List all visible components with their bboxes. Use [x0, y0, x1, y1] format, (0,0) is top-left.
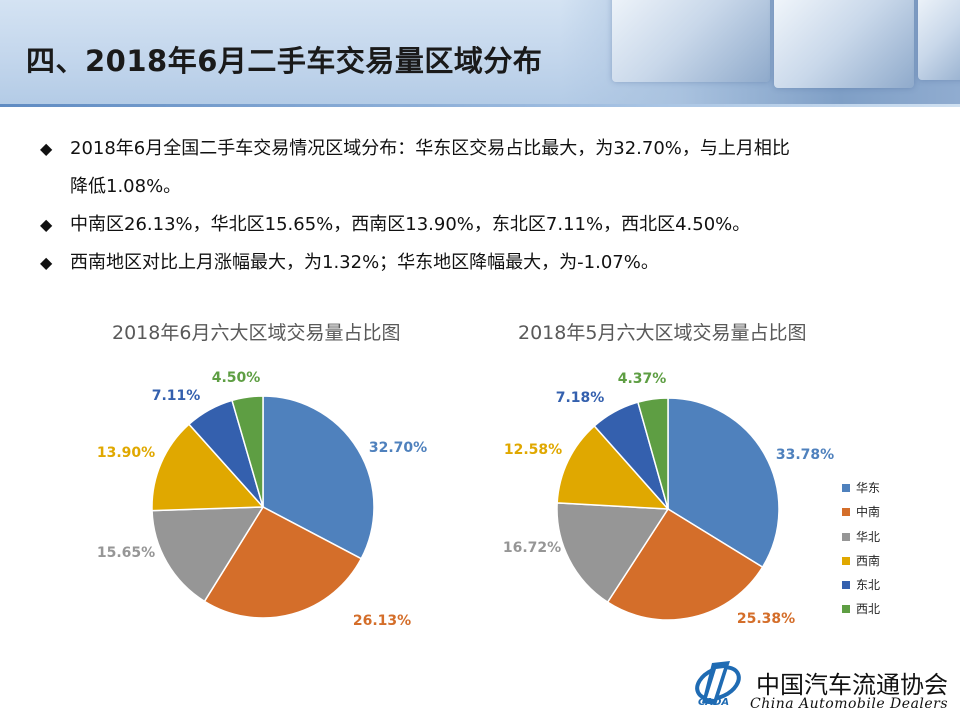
legend-item: 华东 [842, 476, 880, 500]
pie-data-label-may-1: 25.38% [737, 611, 795, 627]
pie-data-label-may-3: 12.58% [504, 442, 562, 458]
legend-label: 西南 [856, 553, 881, 568]
chart-legend: 华东中南华北西南东北西北 [842, 476, 880, 622]
legend-label: 华北 [856, 529, 881, 544]
header-cube-decoration [918, 0, 960, 80]
pie-data-label-june-0: 32.70% [369, 440, 427, 456]
pie-slice-may-0 [667, 397, 780, 569]
pie-slice-may-5 [636, 397, 669, 510]
legend-item: 西北 [842, 597, 880, 621]
pie-data-label-june-5: 4.50% [212, 370, 261, 386]
legend-swatch [842, 508, 850, 517]
legend-swatch [842, 556, 850, 565]
pie-data-label-may-4: 7.18% [556, 390, 605, 406]
chart-title-june: 2018年6月六大区域交易量占比图 [112, 322, 401, 344]
legend-label: 西北 [856, 602, 881, 617]
cada-logo-text: CADA [698, 697, 730, 708]
diamond-bullet-icon: ◆ [40, 215, 53, 234]
org-name-chinese: 中国汽车流通协会 [756, 671, 948, 699]
legend-label: 华东 [856, 481, 881, 495]
bullet-text: 2018年6月全国二手车交易情况区域分布：华东区交易占比最大，为32.70%，与… [70, 138, 790, 159]
pie-slice-june-0 [262, 395, 375, 560]
bullet-text: 中南区26.13%，华北区15.65%，西南区13.90%，东北区7.11%，西… [70, 214, 751, 235]
pie-slice-june-5 [231, 395, 264, 508]
diamond-bullet-icon: ◆ [40, 139, 53, 158]
pie-slice-may-3 [556, 424, 670, 510]
pie-data-label-june-2: 15.65% [97, 545, 155, 561]
legend-item: 中南 [842, 500, 880, 524]
chart-title-may: 2018年5月六大区域交易量占比图 [518, 322, 807, 344]
header-divider [0, 104, 960, 107]
legend-swatch [842, 532, 850, 541]
diamond-bullet-icon: ◆ [40, 253, 53, 272]
legend-label: 中南 [856, 505, 881, 520]
legend-item: 西南 [842, 549, 880, 573]
header-cube-decoration [612, 0, 770, 82]
pie-slice-june-2 [151, 506, 265, 603]
pie-data-label-june-1: 26.13% [353, 613, 411, 629]
pie-slice-may-2 [556, 502, 670, 604]
pie-data-label-may-0: 33.78% [776, 447, 834, 463]
header-banner [0, 0, 960, 106]
pie-slice-june-3 [151, 423, 265, 512]
legend-swatch [842, 581, 850, 590]
legend-item: 东北 [842, 573, 880, 597]
header-cube-decoration [774, 0, 914, 88]
pie-data-label-may-2: 16.72% [503, 540, 561, 556]
page-title: 四、2018年6月二手车交易量区域分布 [26, 44, 543, 78]
pie-data-label-june-4: 7.11% [152, 388, 201, 404]
bullet-text-continued: 降低1.08%。 [70, 176, 182, 197]
pie-data-label-june-3: 13.90% [97, 445, 155, 461]
bullet-item: ◆ 2018年6月全国二手车交易情况区域分布：华东区交易占比最大，为32.70%… [40, 130, 920, 206]
bullet-item: ◆ 中南区26.13%，华北区15.65%，西南区13.90%，东北区7.11%… [40, 206, 920, 244]
legend-item: 华北 [842, 525, 880, 549]
cada-logo-icon [695, 661, 741, 705]
bullet-text: 西南地区对比上月涨幅最大，为1.32%；华东地区降幅最大，为-1.07%。 [70, 252, 659, 273]
bullet-item: ◆ 西南地区对比上月涨幅最大，为1.32%；华东地区降幅最大，为-1.07%。 [40, 244, 920, 282]
bullet-list: ◆ 2018年6月全国二手车交易情况区域分布：华东区交易占比最大，为32.70%… [40, 130, 920, 282]
legend-label: 东北 [856, 578, 881, 593]
legend-swatch [842, 605, 850, 614]
legend-swatch [842, 484, 850, 492]
pie-slice-may-1 [606, 507, 764, 621]
org-name-english: China Automobile Dealers [750, 696, 949, 712]
pie-data-label-may-5: 4.37% [618, 371, 667, 387]
pie-slice-june-1 [203, 506, 363, 619]
